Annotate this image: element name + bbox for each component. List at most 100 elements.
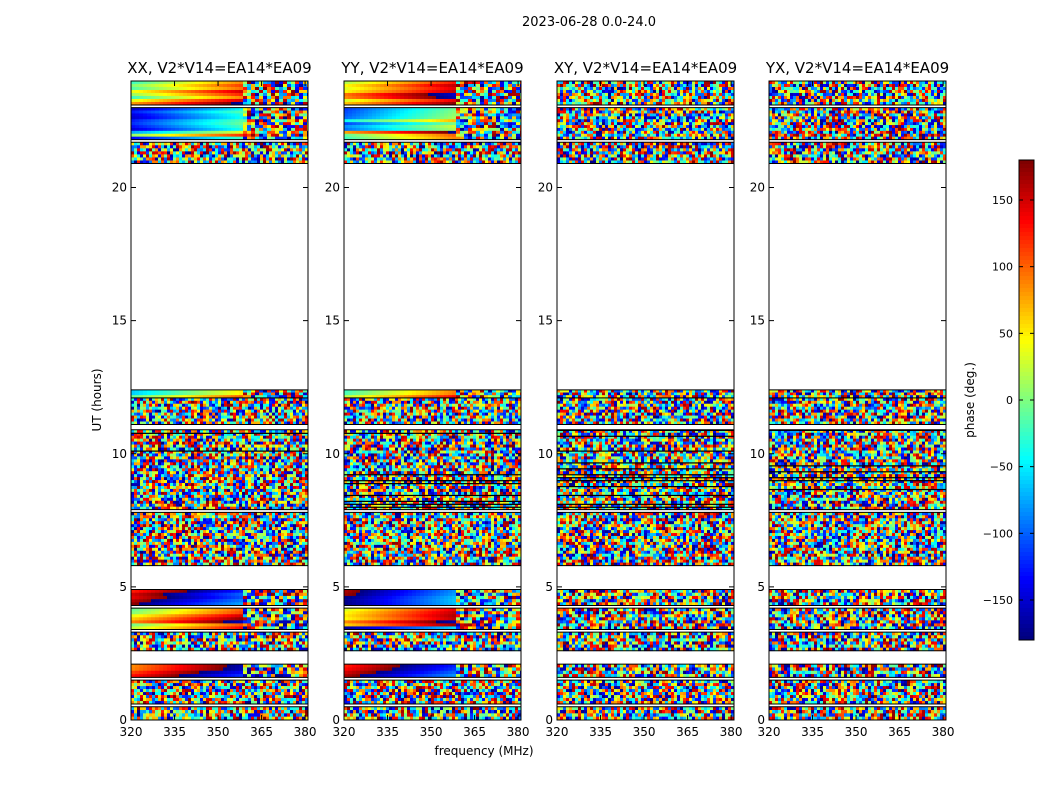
heatmap-cell <box>146 527 150 531</box>
heatmap-cell <box>233 550 237 555</box>
heatmap-cell <box>242 488 246 493</box>
heatmap-cell <box>233 471 237 475</box>
heatmap-cell <box>155 450 159 454</box>
heatmap-cell <box>284 432 288 437</box>
heatmap-cell <box>203 623 208 627</box>
heatmap-cell <box>299 599 304 603</box>
heatmap-cell <box>167 664 172 668</box>
heatmap-cell <box>227 632 231 636</box>
heatmap-cell <box>248 438 252 442</box>
heatmap-cell <box>147 623 152 627</box>
heatmap-cell <box>251 403 255 408</box>
heatmap-cell <box>254 559 258 563</box>
heatmap-cell <box>131 689 135 693</box>
heatmap-cell <box>215 488 219 493</box>
heatmap-cell <box>239 506 243 510</box>
heatmap-cell <box>305 409 308 413</box>
heatmap-cell <box>155 462 159 466</box>
heatmap-cell <box>137 459 141 463</box>
heatmap-cell <box>191 403 195 408</box>
heatmap-cell <box>161 497 165 502</box>
heatmap-cell <box>176 530 180 534</box>
heatmap-cell <box>275 500 279 505</box>
heatmap-cell <box>235 599 240 603</box>
heatmap-cell <box>197 444 201 448</box>
heatmap-cell <box>251 695 255 699</box>
heatmap-cell <box>227 544 231 549</box>
heatmap-cell <box>176 538 180 543</box>
heatmap-cell <box>259 674 264 678</box>
heatmap-cell <box>182 494 186 499</box>
heatmap-cell <box>260 547 264 552</box>
heatmap-cell <box>242 486 246 490</box>
heatmap-cell <box>287 556 291 560</box>
heatmap-cell <box>161 706 165 711</box>
heatmap-cell <box>170 497 174 502</box>
heatmap-cell <box>206 400 210 405</box>
heatmap-cell <box>203 450 207 454</box>
heatmap-cell <box>278 524 282 528</box>
heatmap-cell <box>183 674 188 678</box>
heatmap-cell <box>247 592 252 597</box>
heatmap-cell <box>212 632 216 636</box>
heatmap-cell <box>209 450 213 454</box>
heatmap-cell <box>158 435 162 439</box>
heatmap-cell <box>147 592 152 597</box>
heatmap-cell <box>266 447 270 451</box>
heatmap-cell <box>275 471 279 475</box>
heatmap-cell <box>221 695 225 699</box>
heatmap-cell <box>227 518 231 522</box>
heatmap-cell <box>161 713 165 717</box>
heatmap-cell <box>203 447 207 451</box>
heatmap-cell <box>143 617 148 621</box>
heatmap-cell <box>275 486 279 490</box>
heatmap-cell <box>134 477 138 481</box>
heatmap-cell <box>158 456 162 460</box>
heatmap-cell <box>158 524 162 528</box>
heatmap-cell <box>197 641 201 645</box>
heatmap-cell <box>164 527 168 531</box>
heatmap-cell <box>170 530 174 534</box>
heatmap-cell <box>287 447 291 451</box>
heatmap-cell <box>143 547 147 552</box>
heatmap-cell <box>281 559 285 563</box>
heatmap-cell <box>161 512 165 516</box>
heatmap-cell <box>224 488 228 493</box>
heatmap-cell <box>155 701 159 705</box>
heatmap-cell <box>159 589 164 594</box>
heatmap-cell <box>137 541 141 546</box>
heatmap-cell <box>287 559 291 563</box>
heatmap-cell <box>199 595 204 600</box>
heatmap-cell <box>233 450 237 454</box>
heatmap-cell <box>206 635 210 639</box>
heatmap-cell <box>146 432 150 437</box>
heatmap-cell <box>151 389 156 393</box>
heatmap-cell <box>254 553 258 557</box>
heatmap-cell <box>281 556 285 560</box>
heatmap-cell <box>200 465 204 469</box>
heatmap-cell <box>275 512 279 516</box>
heatmap-cell <box>143 592 148 597</box>
heatmap-cell <box>303 667 308 672</box>
heatmap-cell <box>191 521 195 525</box>
heatmap-cell <box>218 459 222 463</box>
heatmap-cell <box>207 667 212 672</box>
heatmap-cell <box>260 432 264 437</box>
heatmap-cell <box>236 533 240 537</box>
heatmap-cell <box>281 500 285 505</box>
heatmap-cell <box>183 602 188 606</box>
heatmap-cell <box>188 512 192 516</box>
heatmap-cell <box>242 397 246 402</box>
heatmap-cell <box>146 641 150 645</box>
heatmap-cell <box>146 397 150 402</box>
heatmap-cell <box>151 592 156 597</box>
heatmap-cell <box>231 664 236 668</box>
heatmap-cell <box>281 689 285 693</box>
heatmap-cell <box>278 515 282 519</box>
heatmap-cell <box>254 527 258 531</box>
heatmap-cell <box>260 521 264 525</box>
heatmap-cell <box>230 701 234 705</box>
heatmap-cell <box>155 486 159 490</box>
heatmap-cell <box>245 418 249 422</box>
heatmap-cell <box>194 421 198 425</box>
